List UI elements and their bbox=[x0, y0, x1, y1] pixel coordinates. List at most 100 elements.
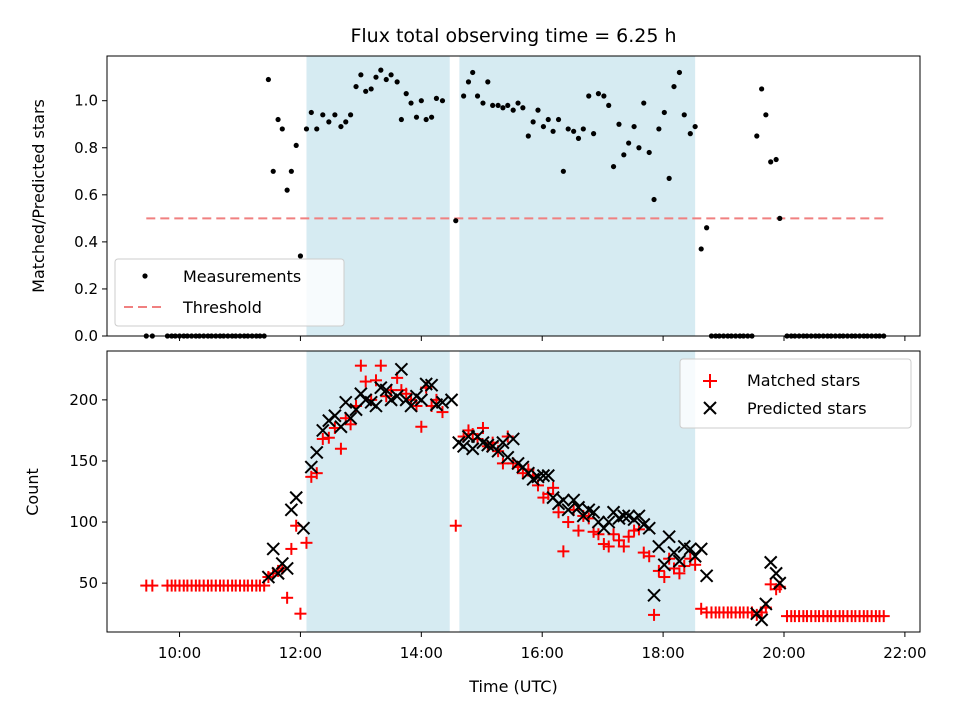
measurement-point bbox=[490, 102, 496, 109]
bottom-y-tick-label: 150 bbox=[69, 452, 98, 470]
measurement-point bbox=[560, 168, 566, 174]
measurement-point bbox=[439, 98, 446, 104]
measurement-point bbox=[768, 159, 774, 165]
measurement-point bbox=[495, 102, 501, 109]
measurement-point bbox=[413, 114, 420, 120]
predicted-star-point bbox=[617, 509, 631, 523]
measurement-point bbox=[428, 114, 435, 120]
predicted-star-point bbox=[289, 490, 303, 505]
predicted-star-point bbox=[369, 399, 383, 413]
bottom-shaded-regions bbox=[306, 351, 696, 632]
measurement-point bbox=[555, 116, 562, 123]
predicted-star-point bbox=[266, 542, 280, 556]
predicted-star-point bbox=[561, 503, 575, 517]
measurement-point bbox=[601, 93, 607, 99]
predicted-star-point bbox=[424, 378, 439, 392]
bottom-x-tick-label: 10:00 bbox=[158, 644, 201, 662]
matched-star-point bbox=[673, 567, 686, 580]
measurement-point bbox=[418, 98, 424, 104]
measurement-point bbox=[525, 133, 531, 139]
measurement-point bbox=[288, 168, 294, 174]
bottom-x-tick-label: 18:00 bbox=[641, 644, 684, 662]
matched-star-point bbox=[449, 519, 462, 532]
predicted-star-point bbox=[556, 493, 571, 507]
measurement-point bbox=[398, 116, 404, 123]
measurement-point bbox=[465, 79, 472, 85]
matched-star-point bbox=[557, 545, 570, 558]
matched-star-point bbox=[612, 534, 625, 547]
matched-star-point bbox=[344, 418, 357, 431]
measurement-point bbox=[692, 123, 698, 130]
top-axes-frame bbox=[106, 55, 921, 337]
legend-marker-measurements bbox=[142, 273, 148, 279]
predicted-star-point bbox=[642, 521, 656, 535]
measurement-point bbox=[565, 126, 571, 132]
matched-star-point bbox=[294, 607, 307, 620]
bottom-x-tick-label: 14:00 bbox=[400, 644, 443, 662]
measurement-point bbox=[358, 72, 364, 78]
predicted-star-point bbox=[339, 395, 353, 410]
top-y-tick-label: 0.0 bbox=[74, 327, 98, 345]
predicted-star-point bbox=[444, 393, 459, 407]
top-y-tick-label: 1.0 bbox=[74, 92, 98, 110]
measurement-point bbox=[453, 218, 459, 224]
bottom-x-tick-label: 12:00 bbox=[279, 644, 322, 662]
predicted-star-point bbox=[343, 411, 358, 425]
measurement-point bbox=[480, 100, 486, 106]
matched-star-point bbox=[374, 359, 387, 372]
measurement-point bbox=[759, 86, 765, 92]
measurement-point bbox=[621, 152, 627, 158]
measurement-point bbox=[586, 93, 592, 99]
matched-star-point bbox=[400, 387, 413, 400]
bottom-x-tick-label: 16:00 bbox=[521, 644, 564, 662]
measurement-point bbox=[383, 76, 389, 83]
measurement-point bbox=[270, 168, 276, 174]
measurement-point bbox=[626, 140, 632, 146]
predicted-star-point bbox=[304, 460, 319, 474]
measurement-point bbox=[303, 126, 310, 132]
measurement-point bbox=[470, 69, 476, 76]
measurement-point bbox=[510, 107, 516, 113]
measurement-point bbox=[408, 100, 414, 106]
predicted-star-point bbox=[394, 362, 409, 377]
measurement-point bbox=[275, 116, 281, 123]
bottom-y-tick-label: 100 bbox=[69, 513, 98, 531]
predicted-star-point bbox=[652, 539, 666, 554]
measurement-point bbox=[575, 135, 582, 141]
matched-star-point bbox=[146, 579, 159, 592]
bottom-shaded-region-0 bbox=[306, 351, 450, 632]
predicted-star-point bbox=[536, 468, 551, 483]
top-axis-ticks: 0.0 0.2 0.4 0.6 0.8 1.0 bbox=[74, 92, 906, 345]
top-y-axis-label: Matched/Predicted stars bbox=[29, 99, 48, 293]
matched-star-point bbox=[354, 359, 367, 372]
top-chart-panel: 0.0 0.2 0.4 0.6 0.8 1.0 Matched/Predicted sta… bbox=[29, 55, 921, 345]
measurement-point bbox=[641, 100, 647, 106]
matched-star-point bbox=[547, 481, 560, 494]
matched-star-point bbox=[648, 608, 661, 621]
measurement-point bbox=[353, 83, 359, 90]
predicted-star-point bbox=[296, 521, 311, 535]
predicted-star-point bbox=[481, 438, 495, 452]
predicted-star-point bbox=[647, 588, 661, 603]
predicted-star-point bbox=[699, 569, 714, 583]
top-legend: Measurements Threshold bbox=[114, 258, 345, 327]
measurement-point bbox=[666, 175, 672, 181]
measurement-point bbox=[363, 88, 369, 94]
predicted-star-point bbox=[280, 561, 294, 576]
top-legend-box bbox=[114, 258, 345, 327]
measurement-point bbox=[500, 105, 506, 111]
predicted-star-point bbox=[754, 613, 769, 627]
measurement-point bbox=[636, 145, 642, 151]
measurement-point bbox=[378, 67, 384, 73]
matched-star-point bbox=[622, 530, 635, 543]
legend-label-threshold: Threshold bbox=[182, 298, 262, 317]
top-chart-title: Flux total observing time = 6.25 h bbox=[350, 25, 676, 47]
measurement-point bbox=[676, 69, 683, 76]
matched-star-point bbox=[689, 558, 702, 571]
measurement-point bbox=[631, 123, 637, 130]
matched-star-point bbox=[285, 542, 298, 555]
legend-label-predicted: Predicted stars bbox=[747, 399, 867, 418]
measurement-point bbox=[338, 123, 344, 130]
top-y-tick-label: 0.6 bbox=[74, 186, 98, 204]
